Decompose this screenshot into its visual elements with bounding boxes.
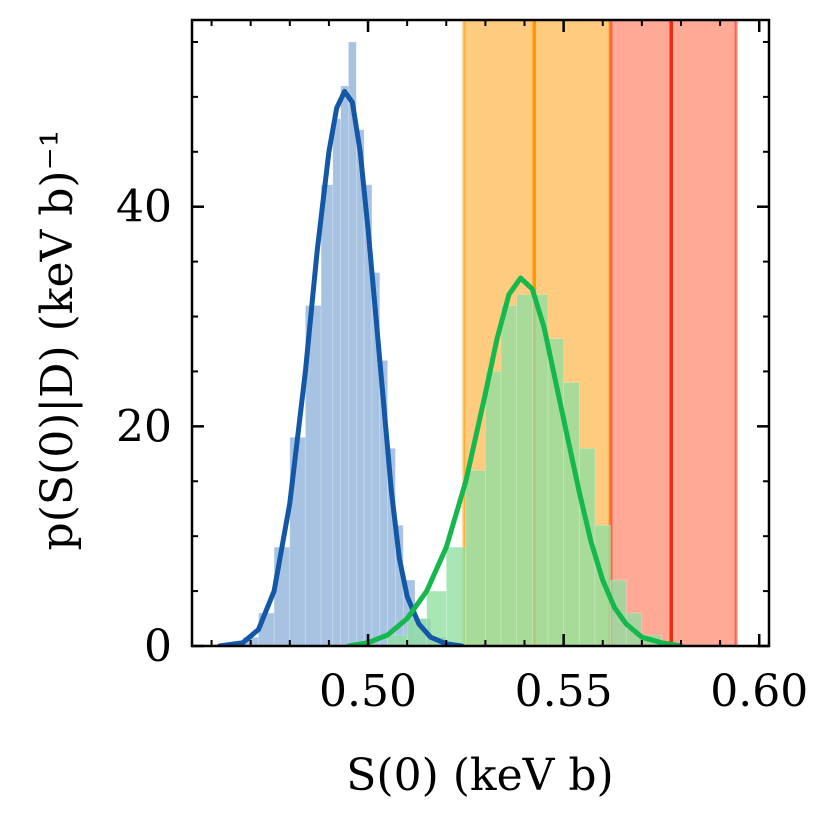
green-posterior-bar bbox=[500, 305, 517, 646]
y-axis-title: p(S(0)|D) (keV b)⁻¹ bbox=[32, 130, 83, 551]
blue-posterior-bar bbox=[332, 118, 341, 646]
red-band bbox=[610, 20, 737, 646]
green-posterior-bar bbox=[465, 469, 486, 646]
plot-area bbox=[216, 20, 738, 646]
blue-posterior-bar bbox=[355, 129, 365, 646]
y-tick-label: 20 bbox=[116, 401, 172, 452]
x-axis-title: S(0) (keV b) bbox=[346, 750, 613, 801]
x-tick-label: 0.60 bbox=[710, 666, 808, 717]
green-posterior-curve bbox=[346, 275, 684, 646]
y-tick-label: 0 bbox=[144, 621, 172, 672]
green-posterior-bar bbox=[532, 294, 549, 646]
y-tick-label: 40 bbox=[116, 182, 172, 233]
green-posterior-bar bbox=[516, 294, 533, 646]
green-posterior-bar bbox=[387, 634, 408, 646]
x-tick-label: 0.55 bbox=[515, 666, 613, 717]
green-posterior-bar bbox=[445, 546, 467, 646]
green-posterior-bar bbox=[485, 371, 502, 646]
axis-ticks: 0.50 0.55 0.60 0 20 40 bbox=[116, 20, 808, 717]
plot-frame bbox=[190, 18, 771, 648]
blue-posterior-bar bbox=[340, 85, 349, 646]
blue-posterior-bar bbox=[320, 184, 334, 646]
blue-posterior-bar bbox=[273, 546, 291, 646]
x-tick-label: 0.50 bbox=[319, 666, 417, 717]
